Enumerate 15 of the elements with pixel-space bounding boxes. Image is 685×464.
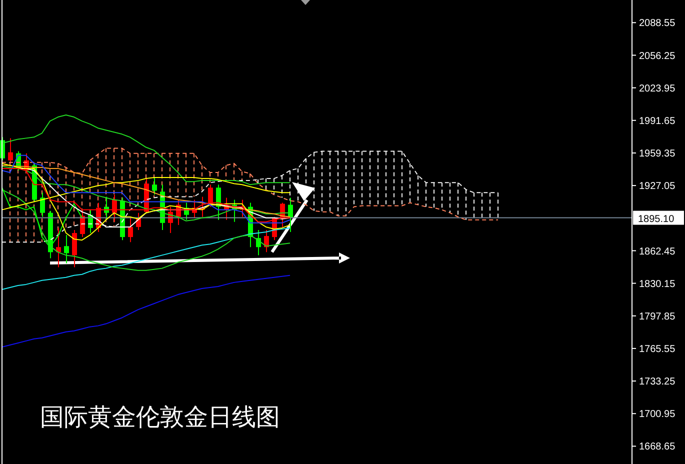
y-tick-label: 1862.45 [639, 246, 676, 258]
y-tick-label: 1668.65 [639, 442, 676, 453]
y-tick-label: 1991.65 [639, 116, 676, 127]
ref-line-label: 1895.10 [638, 214, 675, 225]
y-tick-label: 1959.35 [639, 148, 676, 160]
y-tick-label: 1700.95 [639, 409, 676, 420]
y-tick-label: 1797.85 [639, 311, 676, 322]
y-tick-label: 2023.95 [639, 83, 676, 94]
y-tick-label: 2056.25 [639, 50, 676, 62]
y-tick-label: 2088.55 [639, 18, 676, 30]
y-tick-label: 1733.25 [639, 376, 676, 388]
y-tick-label: 1830.15 [639, 278, 676, 290]
y-tick-label: 1765.55 [639, 344, 676, 356]
text: 国际黄金伦敦金日线图 [40, 403, 280, 431]
y-tick-label: 1927.05 [639, 181, 676, 192]
